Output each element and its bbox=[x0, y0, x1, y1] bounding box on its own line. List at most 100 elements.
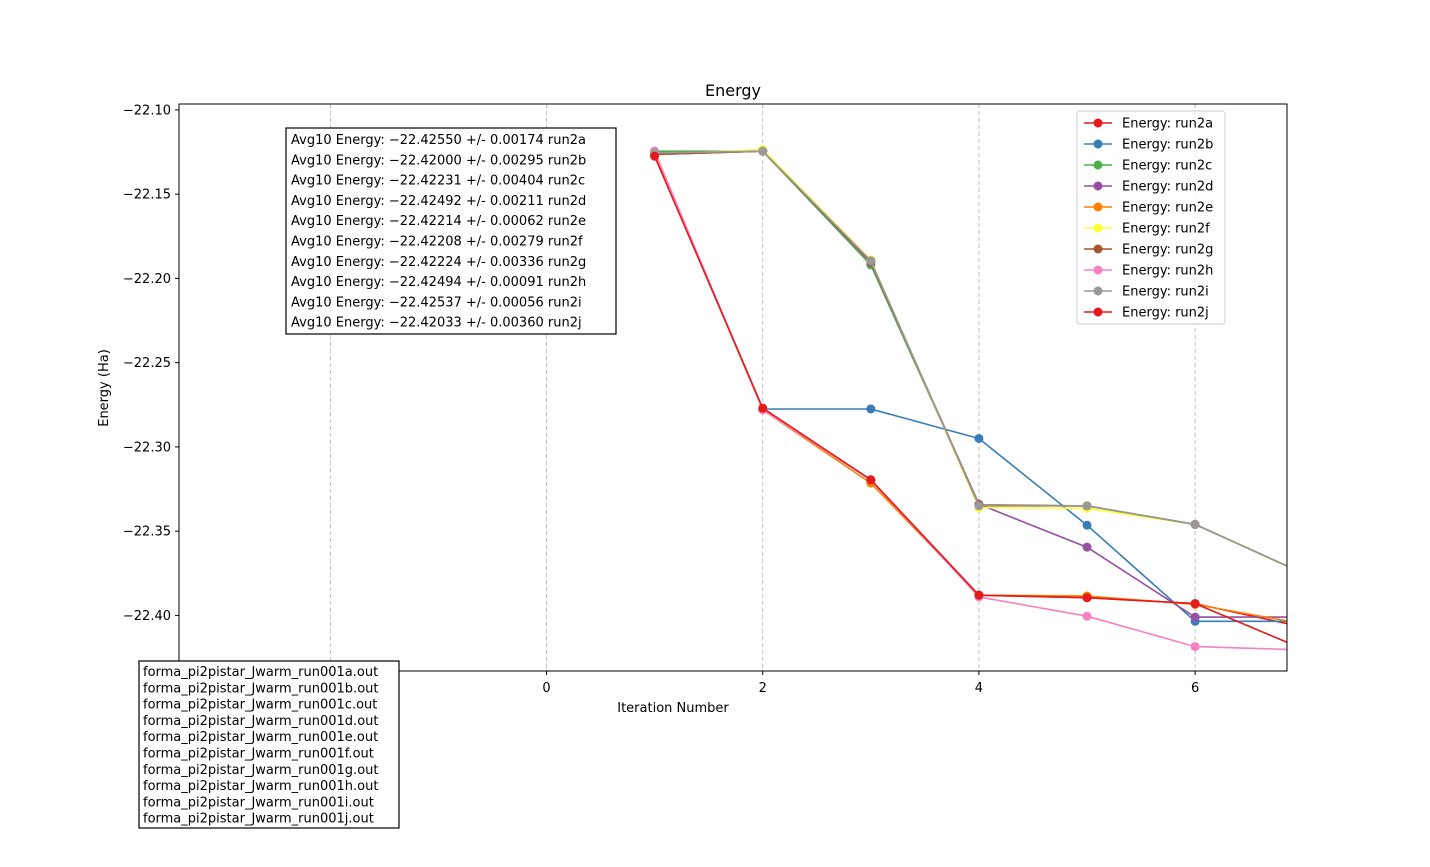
legend-frame bbox=[1076, 110, 1226, 325]
file-name: forma_pi2pistar_Jwarm_run001d.out bbox=[143, 714, 378, 729]
data-point bbox=[1299, 613, 1308, 622]
file-name: forma_pi2pistar_Jwarm_run001j.out bbox=[143, 812, 374, 827]
legend-label: Energy: run2b bbox=[1122, 138, 1213, 153]
data-point bbox=[1299, 645, 1308, 654]
y-tick-label: −22.20 bbox=[123, 272, 171, 287]
legend-label: Energy: run2c bbox=[1122, 159, 1212, 174]
legend-label: Energy: run2g bbox=[1122, 243, 1213, 258]
data-point bbox=[974, 501, 984, 511]
avg-energy-line: Avg10 Energy: −22.42208 +/- 0.00279 run2… bbox=[291, 235, 583, 250]
legend-entry: Energy: run2d bbox=[1084, 180, 1213, 195]
data-point bbox=[1082, 593, 1092, 603]
plot-frame bbox=[178, 103, 1288, 672]
x-tick-label: 4 bbox=[975, 681, 983, 696]
file-box-frame bbox=[138, 660, 400, 829]
y-tick-label: −22.25 bbox=[123, 356, 171, 371]
data-point bbox=[866, 475, 876, 485]
data-point bbox=[974, 433, 984, 443]
legend: Energy: run2a Energy: run2b Energy: run2c E… bbox=[1076, 110, 1226, 325]
data-point bbox=[1299, 645, 1308, 654]
y-tick-label: −22.15 bbox=[123, 188, 171, 203]
avg-energy-line: Avg10 Energy: −22.42537 +/- 0.00056 run2… bbox=[291, 295, 582, 310]
data-point bbox=[866, 256, 876, 266]
series-lines bbox=[650, 144, 1308, 654]
legend-entry: Energy: run2g bbox=[1084, 243, 1213, 258]
x-axis-ticks: 0 2 4 6 bbox=[542, 671, 1199, 696]
file-name: forma_pi2pistar_Jwarm_run001a.out bbox=[143, 665, 378, 680]
legend-swatch-marker bbox=[1093, 139, 1103, 149]
legend-entry: Energy: run2j bbox=[1084, 306, 1209, 321]
data-point bbox=[1299, 569, 1308, 578]
file-name: forma_pi2pistar_Jwarm_run001c.out bbox=[143, 698, 377, 713]
y-tick-label: −22.30 bbox=[123, 440, 171, 455]
legend-entry: Energy: run2b bbox=[1084, 138, 1213, 153]
legend-entry: Energy: run2i bbox=[1084, 285, 1209, 300]
y-axis-ticks: −22.10 −22.15 −22.20 −22.25 −22.30 −22.35 −22.… bbox=[123, 103, 179, 624]
file-name: forma_pi2pistar_Jwarm_run001g.out bbox=[143, 763, 378, 778]
y-axis-label: Energy (Ha) bbox=[97, 349, 112, 427]
data-point bbox=[1299, 569, 1308, 578]
data-point bbox=[758, 146, 768, 156]
avg-energy-line: Avg10 Energy: −22.42492 +/- 0.00211 run2… bbox=[291, 194, 586, 209]
legend-swatch-marker bbox=[1093, 244, 1103, 254]
file-name: forma_pi2pistar_Jwarm_run001i.out bbox=[143, 795, 374, 810]
data-point bbox=[758, 403, 768, 413]
legend-swatch-marker bbox=[1093, 202, 1103, 212]
file-name: forma_pi2pistar_Jwarm_run001h.out bbox=[143, 779, 378, 794]
legend-swatch-marker bbox=[1093, 307, 1103, 317]
data-point bbox=[1082, 611, 1092, 621]
x-axis-label: Iteration Number bbox=[617, 701, 729, 716]
data-point bbox=[1190, 612, 1200, 622]
file-name: forma_pi2pistar_Jwarm_run001b.out bbox=[143, 681, 378, 696]
y-tick-label: −22.35 bbox=[123, 525, 171, 540]
legend-entry: Energy: run2c bbox=[1084, 159, 1212, 174]
file-name: forma_pi2pistar_Jwarm_run001f.out bbox=[143, 747, 374, 762]
legend-swatch-marker bbox=[1093, 265, 1103, 275]
data-point bbox=[1190, 599, 1200, 609]
data-point bbox=[1082, 520, 1092, 530]
avg-energy-line: Avg10 Energy: −22.42550 +/- 0.00174 run2… bbox=[291, 133, 586, 148]
data-point bbox=[1299, 617, 1308, 626]
avg-energy-box: Avg10 Energy: −22.42550 +/- 0.00174 run2… bbox=[285, 127, 617, 335]
legend-swatch-marker bbox=[1093, 181, 1103, 191]
data-point bbox=[1299, 619, 1308, 628]
legend-entry: Energy: run2e bbox=[1084, 201, 1213, 216]
data-point bbox=[1190, 642, 1200, 652]
x-tick-label: 0 bbox=[542, 681, 550, 696]
legend-label: Energy: run2e bbox=[1122, 201, 1213, 216]
legend-label: Energy: run2j bbox=[1122, 306, 1209, 321]
file-name: forma_pi2pistar_Jwarm_run001e.out bbox=[143, 730, 378, 745]
y-tick-label: −22.40 bbox=[123, 609, 171, 624]
data-point bbox=[1299, 623, 1308, 632]
avg-energy-line: Avg10 Energy: −22.42000 +/- 0.00295 run2… bbox=[291, 153, 586, 168]
avg-energy-line: Avg10 Energy: −22.42033 +/- 0.00360 run2… bbox=[291, 316, 582, 331]
avg-energy-line: Avg10 Energy: −22.42494 +/- 0.00091 run2… bbox=[291, 275, 586, 290]
file-list-box: forma_pi2pistar_Jwarm_run001a.outforma_p… bbox=[138, 660, 400, 829]
avg-energy-line: Avg10 Energy: −22.42231 +/- 0.00404 run2… bbox=[291, 174, 585, 189]
legend-label: Energy: run2h bbox=[1122, 264, 1213, 279]
avg-box-frame bbox=[285, 127, 617, 335]
legend-label: Energy: run2i bbox=[1122, 285, 1209, 300]
data-point bbox=[1190, 519, 1200, 529]
legend-entry: Energy: run2h bbox=[1084, 264, 1213, 279]
series-energy-run2j bbox=[650, 151, 1308, 654]
legend-swatch-marker bbox=[1093, 160, 1103, 170]
data-point bbox=[1299, 569, 1308, 578]
legend-swatch-marker bbox=[1093, 223, 1103, 233]
data-point bbox=[1299, 569, 1308, 578]
legend-swatch-marker bbox=[1093, 118, 1103, 128]
legend-label: Energy: run2f bbox=[1122, 222, 1210, 237]
legend-label: Energy: run2a bbox=[1122, 117, 1213, 132]
data-point bbox=[1082, 542, 1092, 552]
legend-label: Energy: run2d bbox=[1122, 180, 1213, 195]
data-point bbox=[866, 404, 876, 414]
x-tick-label: 6 bbox=[1191, 681, 1199, 696]
data-point bbox=[1082, 501, 1092, 511]
legend-entry: Energy: run2f bbox=[1084, 222, 1210, 237]
data-point bbox=[650, 151, 660, 161]
chart-title: Energy bbox=[705, 81, 761, 100]
legend-entry: Energy: run2a bbox=[1084, 117, 1213, 132]
x-tick-label: 2 bbox=[759, 681, 767, 696]
avg-energy-line: Avg10 Energy: −22.42224 +/- 0.00336 run2… bbox=[291, 255, 586, 270]
